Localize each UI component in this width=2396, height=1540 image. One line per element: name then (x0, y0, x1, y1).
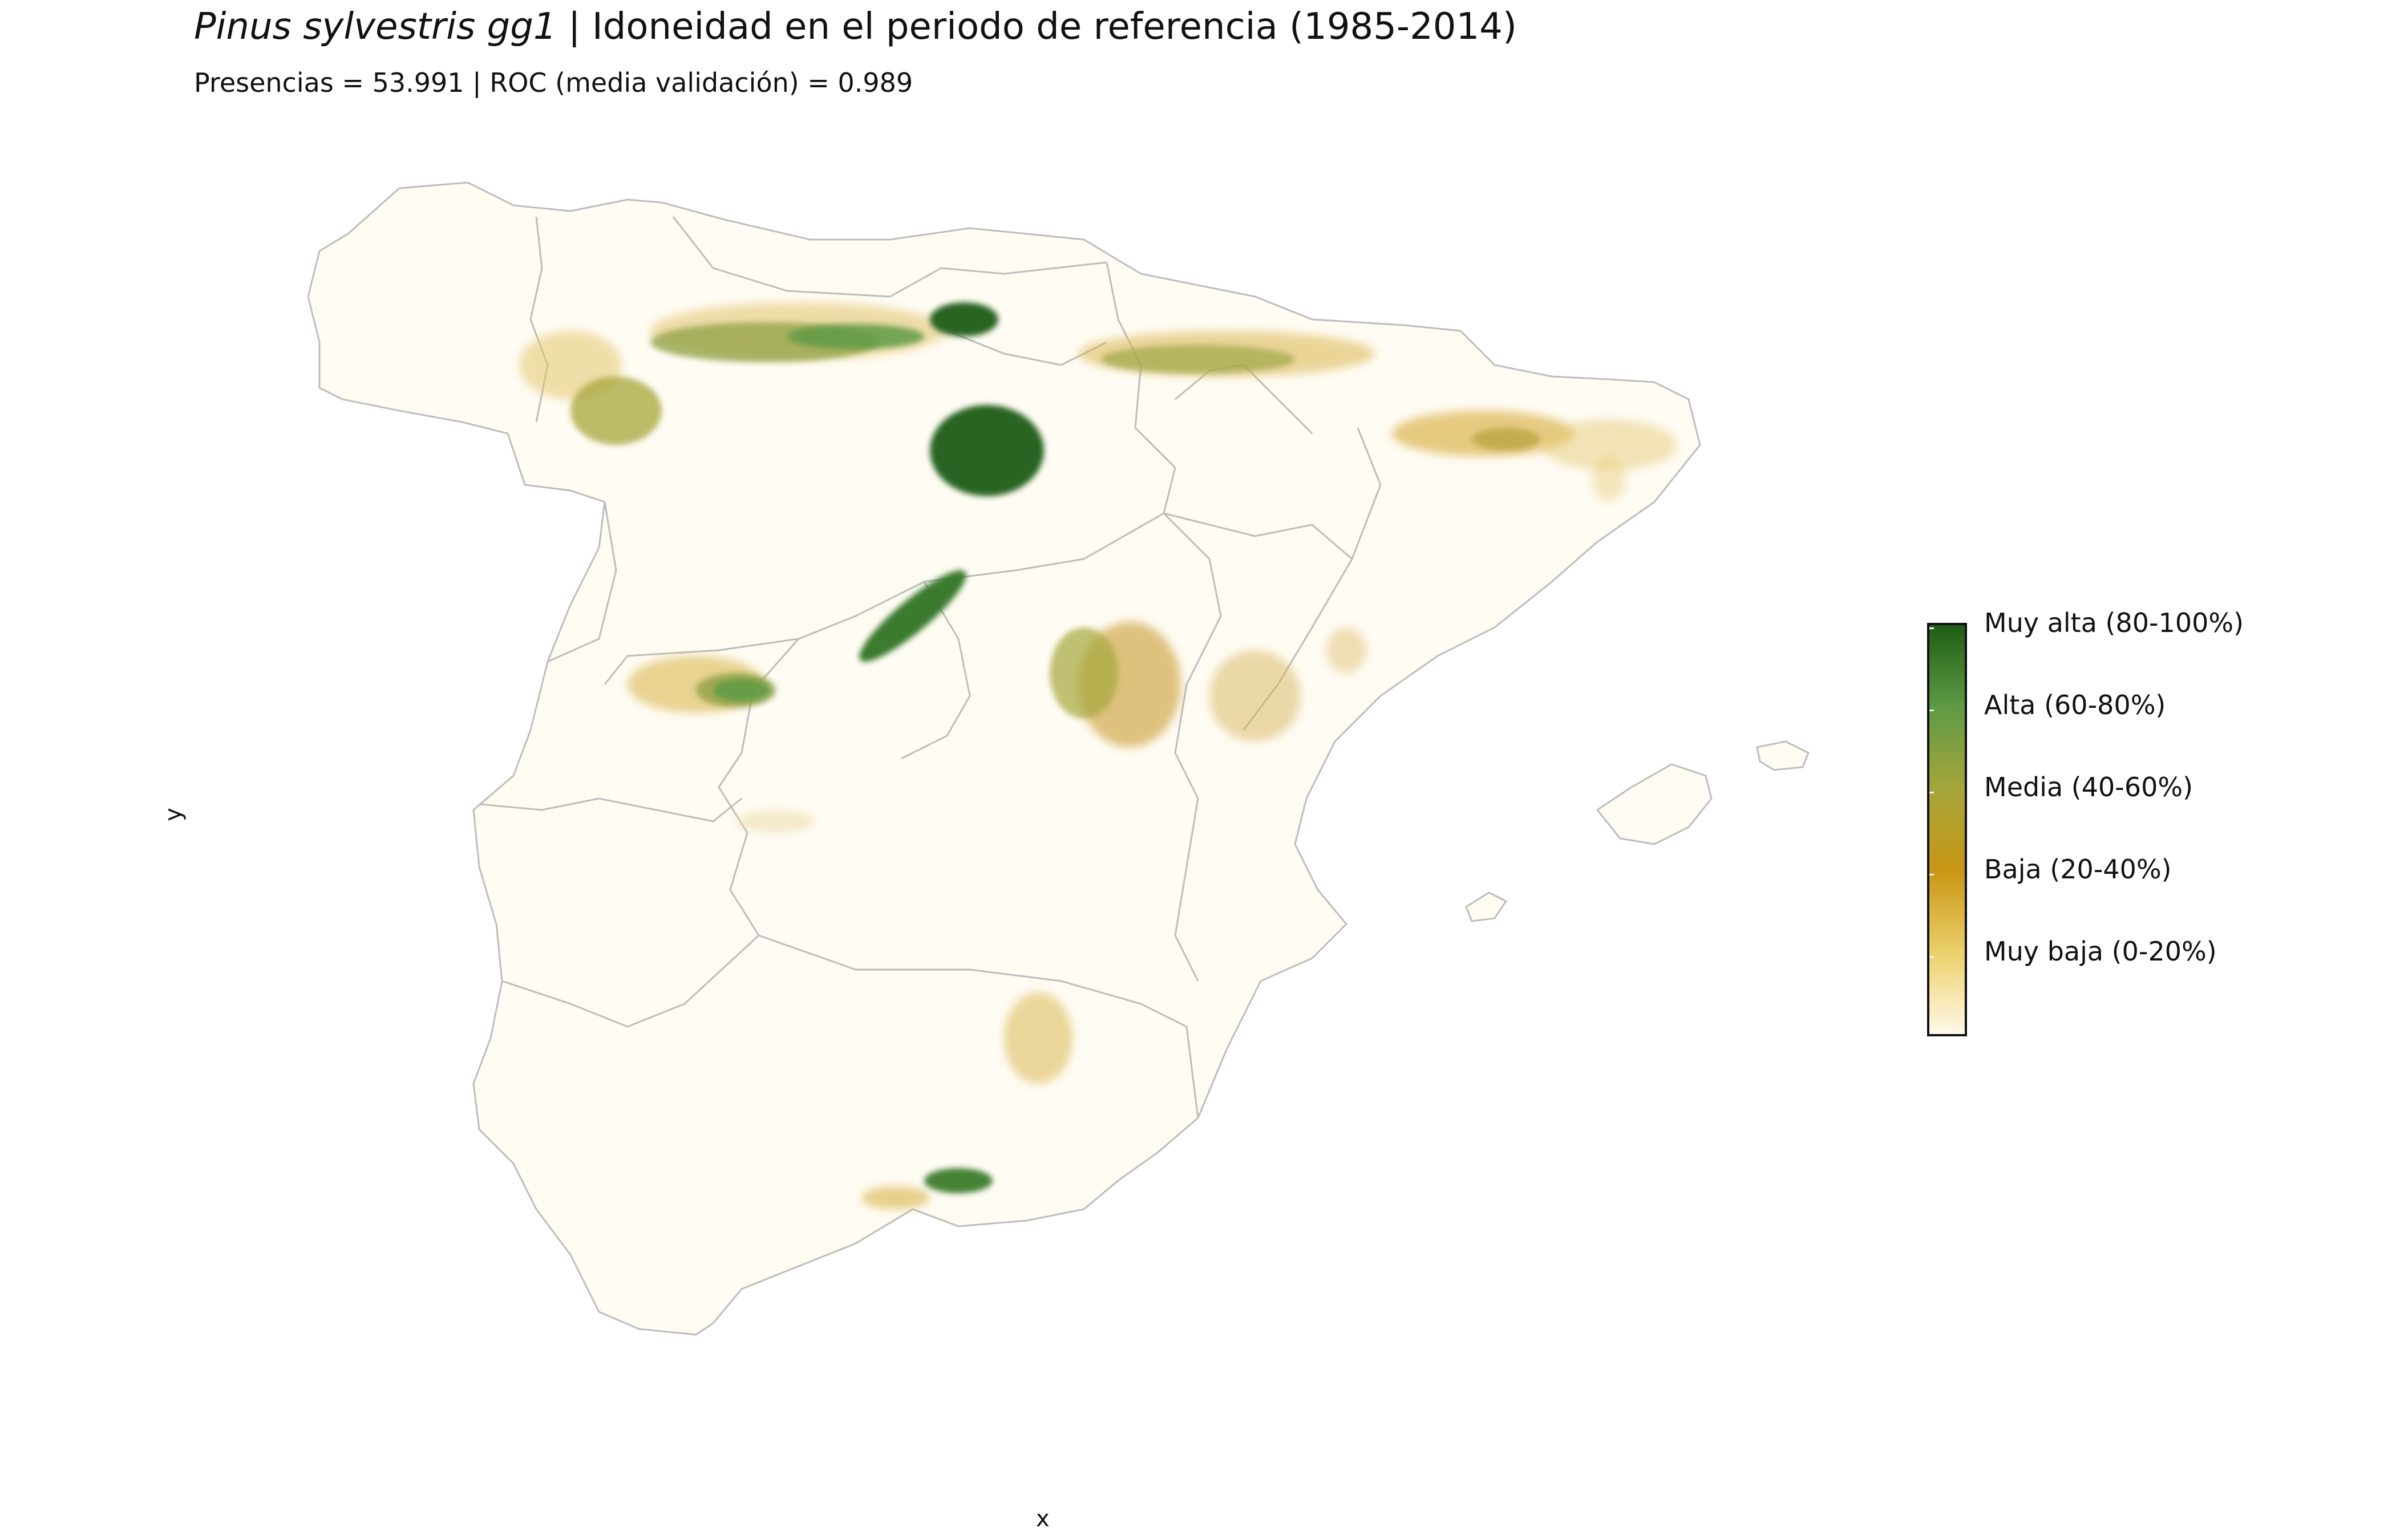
legend-tick (1929, 627, 1934, 629)
title-text: | Idoneidad en el periodo de referencia … (556, 6, 1517, 48)
ibiza-outline (1465, 891, 1508, 922)
suitability-high (713, 302, 1044, 1193)
legend-label-media: Media (40-60%) (1984, 772, 2193, 803)
menorca-outline (1756, 740, 1810, 771)
legend-label-muy-baja: Muy baja (0-20%) (1984, 936, 2217, 967)
legend-colorbar (1927, 623, 1967, 1036)
region-borders (479, 216, 1382, 1118)
legend-label-muy-alta: Muy alta (80-100%) (1984, 607, 2244, 638)
legend-tick (1929, 710, 1934, 711)
map-subtitle: Presencias = 53.991 | ROC (media validac… (194, 67, 913, 98)
species-name: Pinus sylvestris gg1 (194, 6, 557, 48)
x-axis-label: x (1036, 1506, 1050, 1532)
peninsula-outline (307, 181, 1701, 1336)
legend-label-baja: Baja (20-40%) (1984, 854, 2172, 885)
mallorca-outline (1596, 763, 1713, 845)
y-axis-label: y (160, 808, 187, 821)
legend-tick (1929, 956, 1934, 958)
legend-tick (1929, 874, 1934, 876)
legend-label-alta: Alta (60-80%) (1984, 690, 2166, 720)
map-title: Pinus sylvestris gg1 | Idoneidad en el p… (194, 6, 1517, 48)
legend-tick (1929, 792, 1934, 793)
